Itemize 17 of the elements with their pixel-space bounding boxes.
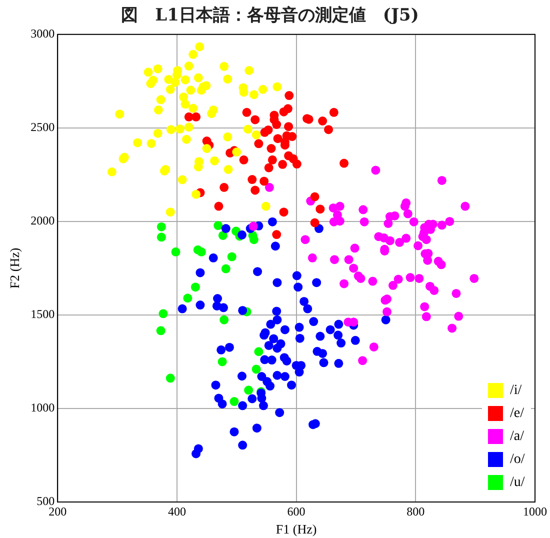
y-tick-label: 2000 (30, 214, 55, 228)
legend-label: /u/ (510, 474, 525, 490)
legend-label: /i/ (510, 382, 522, 398)
x-tick-label: 400 (168, 504, 186, 518)
y-tick-label: 3000 (30, 26, 55, 41)
legend-label: /e/ (510, 406, 524, 422)
x-tick-label: 800 (406, 504, 425, 518)
y-axis-title: F2 (Hz) (7, 248, 22, 289)
y-tick-label: 1000 (30, 400, 55, 415)
legend-label: /o/ (510, 452, 525, 468)
x-axis-title: F1 (Hz) (276, 522, 317, 537)
chart-title: 図 L1日本語：各母音の測定値 (J5) (121, 6, 419, 26)
y-tick-label: 1500 (30, 307, 55, 322)
x-tick-label: 1000 (523, 504, 547, 518)
legend-label: /a/ (510, 428, 524, 444)
x-tick-label: 600 (287, 504, 306, 518)
y-tick-label: 2500 (30, 120, 55, 134)
